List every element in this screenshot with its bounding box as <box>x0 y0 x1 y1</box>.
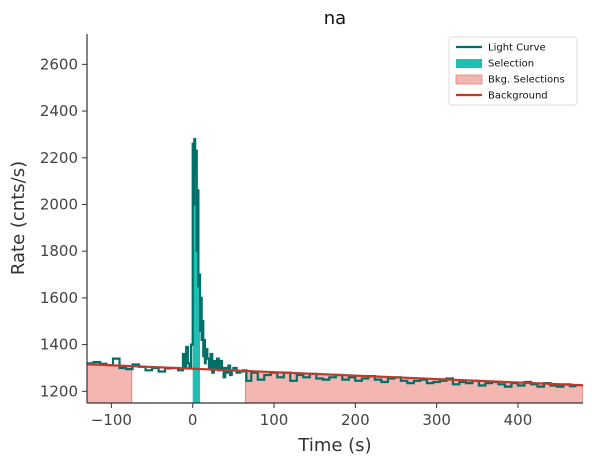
legend-label-background: Background <box>488 91 548 102</box>
y-tick-label: 1600 <box>40 289 78 307</box>
y-tick-label: 2200 <box>40 149 78 167</box>
x-tick-label: 100 <box>260 411 289 429</box>
light-curve-line <box>87 137 577 388</box>
y-tick-label: 1400 <box>40 336 78 354</box>
x-tick-label: −100 <box>91 411 132 429</box>
legend-label-selection: Selection <box>488 59 534 70</box>
background-model-line <box>87 363 583 387</box>
y-tick-label: 2400 <box>40 102 78 120</box>
x-tick-label: 400 <box>504 411 533 429</box>
legend-swatch-bkg-selections <box>455 74 483 85</box>
y-tick-label: 1800 <box>40 242 78 260</box>
legend-swatch-selection <box>456 59 482 68</box>
x-tick-label: 200 <box>341 411 370 429</box>
legend-label-bkg-selections: Bkg. Selections <box>488 75 565 86</box>
y-axis-label: Rate (cnts/s) <box>8 161 29 275</box>
y-tick-label: 2000 <box>40 195 78 213</box>
legend-frame <box>448 36 578 106</box>
x-tick-label: 0 <box>188 411 198 429</box>
legend-label-light-curve: Light Curve <box>488 43 546 54</box>
x-tick-label: 300 <box>422 411 451 429</box>
legend: Light Curve Selection Bkg. Selections Backg… <box>448 36 578 106</box>
chart-title: na <box>324 8 346 29</box>
x-axis-label: Time (s) <box>297 435 371 456</box>
y-tick-label: 1200 <box>40 382 78 400</box>
y-tick-label: 2600 <box>40 55 78 73</box>
